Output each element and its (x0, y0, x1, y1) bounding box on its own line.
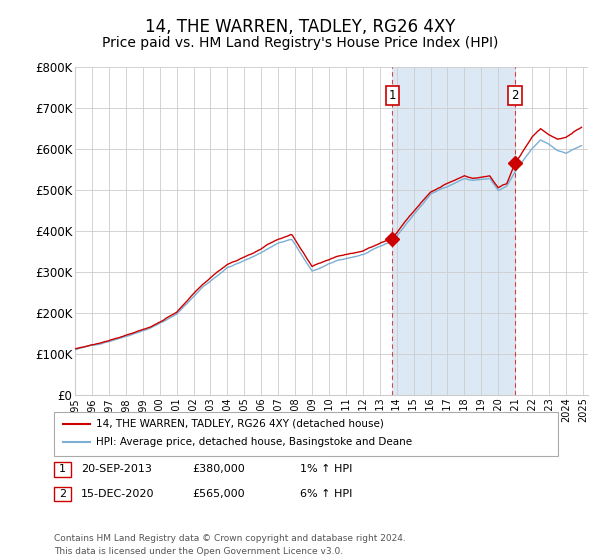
Text: 2: 2 (511, 90, 519, 102)
Text: 6% ↑ HPI: 6% ↑ HPI (300, 489, 352, 499)
Text: Price paid vs. HM Land Registry's House Price Index (HPI): Price paid vs. HM Land Registry's House … (102, 36, 498, 50)
Bar (392, 67, 515, 395)
Text: 1: 1 (59, 464, 66, 474)
Text: 14, THE WARREN, TADLEY, RG26 4XY: 14, THE WARREN, TADLEY, RG26 4XY (145, 18, 455, 36)
Text: Contains HM Land Registry data © Crown copyright and database right 2024.
This d: Contains HM Land Registry data © Crown c… (54, 534, 406, 556)
Text: HPI: Average price, detached house, Basingstoke and Deane: HPI: Average price, detached house, Basi… (96, 437, 412, 447)
Text: 15-DEC-2020: 15-DEC-2020 (81, 489, 155, 499)
Text: 1% ↑ HPI: 1% ↑ HPI (300, 464, 352, 474)
Text: £380,000: £380,000 (192, 464, 245, 474)
Text: 2: 2 (59, 489, 66, 499)
Text: 14, THE WARREN, TADLEY, RG26 4XY (detached house): 14, THE WARREN, TADLEY, RG26 4XY (detach… (96, 419, 384, 429)
Text: £565,000: £565,000 (192, 489, 245, 499)
Text: 20-SEP-2013: 20-SEP-2013 (81, 464, 152, 474)
Text: 1: 1 (389, 90, 396, 102)
